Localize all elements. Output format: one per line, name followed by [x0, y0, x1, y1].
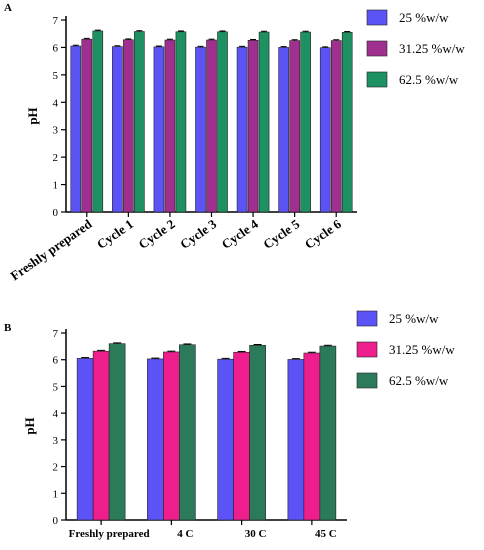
legend-label: 25 %w/w — [399, 10, 449, 25]
bar-b-2-1 — [179, 344, 196, 521]
bar-b-2-3 — [319, 345, 337, 521]
x-tick-label: Cycle 3 — [177, 216, 219, 252]
bar-a-1-6 — [330, 40, 342, 213]
x-tick-label: Freshly prepared — [69, 528, 150, 540]
bar-b-0-2 — [217, 358, 234, 521]
x-tick-label: 30 C — [245, 528, 267, 540]
bar-a-0-0 — [70, 45, 82, 213]
y-tick-label: 3 — [53, 435, 59, 447]
legend-swatch — [356, 341, 378, 358]
legend-swatch — [366, 9, 388, 26]
bar-b-2-0 — [108, 343, 126, 521]
panel-label: A — [4, 2, 12, 14]
y-tick-label: 2 — [53, 152, 59, 164]
y-tick-label: 7 — [53, 328, 59, 340]
bar-a-2-3 — [217, 31, 228, 213]
bar-b-0-3 — [287, 359, 305, 521]
y-tick-label: 0 — [53, 207, 59, 219]
bar-a-1-3 — [206, 39, 217, 213]
bar-a-2-6 — [341, 32, 353, 213]
legend-label: 62.5 %w/w — [399, 72, 459, 87]
legend-swatch — [356, 310, 378, 327]
bar-a-2-5 — [300, 31, 311, 213]
y-tick-label: 3 — [53, 125, 59, 137]
legend-label: 31.25 %w/w — [389, 342, 455, 357]
legend-label: 31.25 %w/w — [399, 41, 465, 56]
y-tick-label: 4 — [53, 408, 59, 420]
y-tick-label: 6 — [53, 42, 59, 54]
bar-a-0-1 — [112, 46, 123, 213]
y-tick-label: 1 — [53, 488, 59, 500]
bar-b-0-0 — [76, 358, 94, 521]
bar-a-1-2 — [164, 39, 176, 213]
bar-a-1-5 — [289, 40, 300, 213]
legend-swatch — [366, 71, 388, 88]
bar-a-1-1 — [123, 39, 134, 213]
bar-b-1-2 — [233, 351, 250, 521]
y-axis-title: pH — [25, 107, 40, 124]
bar-a-2-0 — [92, 30, 104, 213]
y-tick-label: 4 — [53, 97, 59, 109]
bar-a-0-3 — [195, 46, 206, 213]
y-tick-label: 7 — [53, 15, 59, 27]
x-tick-label: 45 C — [315, 528, 337, 540]
x-tick-label: Freshly prepared — [8, 216, 96, 284]
bar-a-1-4 — [247, 39, 259, 213]
y-axis-title: pH — [22, 417, 37, 434]
bar-a-0-6 — [319, 47, 331, 213]
y-tick-label: 5 — [53, 381, 59, 393]
bar-a-0-4 — [236, 46, 248, 213]
bar-a-0-2 — [153, 46, 165, 213]
bar-b-0-1 — [147, 358, 164, 521]
y-tick-label: 6 — [53, 355, 59, 367]
y-tick-label: 1 — [53, 180, 59, 192]
bar-a-0-5 — [278, 47, 289, 213]
panel-label: B — [4, 322, 12, 334]
legend-swatch — [356, 372, 378, 389]
bar-b-2-2 — [249, 344, 266, 521]
bar-b-1-1 — [163, 351, 180, 521]
bar-a-1-0 — [81, 38, 93, 213]
bar-a-2-1 — [134, 31, 145, 213]
legend-label: 62.5 %w/w — [389, 373, 449, 388]
x-tick-label: Cycle 5 — [260, 216, 302, 252]
x-tick-label: Cycle 1 — [94, 216, 136, 252]
bar-b-1-0 — [92, 350, 110, 521]
bar-b-1-3 — [303, 352, 321, 521]
x-tick-label: Cycle 4 — [219, 216, 261, 252]
y-tick-label: 5 — [53, 70, 59, 82]
y-tick-label: 0 — [53, 515, 59, 527]
legend-swatch — [366, 40, 388, 57]
legend-label: 25 %w/w — [389, 311, 439, 326]
x-tick-label: 4 C — [177, 528, 193, 540]
bar-a-2-2 — [175, 31, 187, 213]
x-tick-label: Cycle 6 — [302, 216, 344, 252]
bar-a-2-4 — [258, 31, 270, 213]
x-tick-label: Cycle 2 — [136, 216, 178, 252]
y-tick-label: 2 — [53, 462, 59, 474]
